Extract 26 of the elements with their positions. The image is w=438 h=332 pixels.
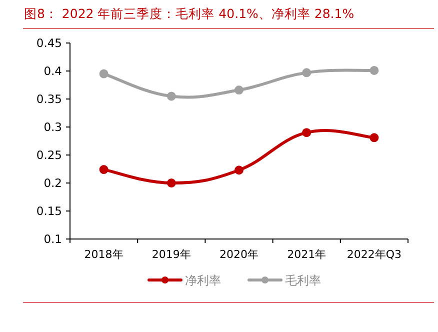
point <box>99 165 108 174</box>
point <box>302 128 312 138</box>
y-tick-label: 0.2 <box>44 176 62 190</box>
point <box>99 69 108 78</box>
x-tick-label: 2020年 <box>220 248 258 261</box>
x-tick-label: 2022年Q3 <box>346 248 402 261</box>
chart-title: 图8： 2022 年前三季度：毛利率 40.1%、净利率 28.1% <box>24 6 354 21</box>
y-tick-label: 0.15 <box>36 204 62 218</box>
point <box>370 133 379 142</box>
legend-label: 毛利率 <box>285 274 321 288</box>
legend-label: 净利率 <box>185 274 221 288</box>
point <box>234 166 244 175</box>
y-tick-label: 0.3 <box>44 120 62 134</box>
y-tick-label: 0.1 <box>44 232 62 246</box>
x-tick-label: 2018年 <box>84 248 124 261</box>
point <box>302 68 312 78</box>
x-tick-label: 2021年 <box>287 248 326 261</box>
y-tick-label: 0.45 <box>36 36 62 50</box>
y-tick-label: 0.4 <box>44 64 62 78</box>
point <box>166 92 176 101</box>
point <box>370 66 379 75</box>
x-tick-label: 2019年 <box>152 248 191 261</box>
y-tick-label: 0.25 <box>36 148 62 162</box>
point <box>234 86 244 95</box>
point <box>166 178 176 188</box>
y-tick-label: 0.35 <box>36 92 62 106</box>
